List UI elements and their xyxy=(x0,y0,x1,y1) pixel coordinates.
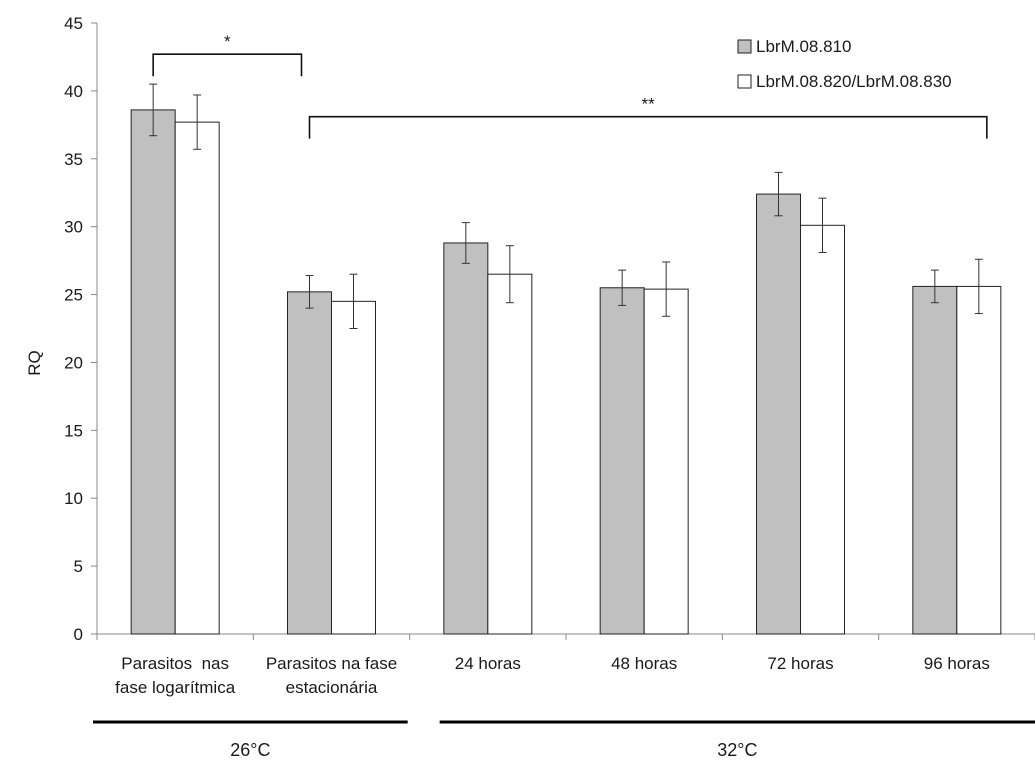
y-tick-label: 15 xyxy=(64,421,83,440)
y-tick-label: 35 xyxy=(64,150,83,169)
significance-label: * xyxy=(224,32,231,51)
bar xyxy=(912,285,958,635)
legend-swatch xyxy=(737,74,752,89)
bar xyxy=(443,242,489,635)
x-tick-label: Parasitos nas fase logarítmica xyxy=(115,654,236,697)
group-label: 26°C xyxy=(230,740,270,760)
bar xyxy=(174,121,220,635)
legend-swatch xyxy=(737,39,752,54)
x-tick-label: 48 horas xyxy=(611,654,677,673)
x-tick-label: 96 horas xyxy=(924,654,990,673)
group-label: 32°C xyxy=(717,740,757,760)
bar xyxy=(643,288,689,635)
x-tick-label: Parasitos na fase estacionária xyxy=(266,654,397,697)
bar xyxy=(800,224,845,635)
bar xyxy=(287,291,332,635)
legend-label: LbrM.08.810 xyxy=(756,37,851,56)
y-tick-label: 0 xyxy=(74,625,83,644)
y-tick-label: 25 xyxy=(64,286,83,305)
y-tick-label: 45 xyxy=(64,14,83,33)
y-tick-label: 10 xyxy=(64,489,83,508)
x-tick-label: 72 horas xyxy=(767,654,833,673)
y-tick-label: 5 xyxy=(74,557,83,576)
y-axis-label: RQ xyxy=(25,350,44,376)
significance-label: ** xyxy=(642,95,656,114)
bar xyxy=(487,273,533,635)
legend-label: LbrM.08.820/LbrM.08.830 xyxy=(756,72,952,91)
x-tick-label: 24 horas xyxy=(455,654,521,673)
bar xyxy=(599,287,645,635)
bar xyxy=(130,109,176,635)
bar xyxy=(956,285,1002,635)
significance-bracket xyxy=(152,53,303,77)
y-tick-label: 40 xyxy=(64,82,83,101)
significance-bracket xyxy=(308,115,988,139)
bar xyxy=(331,300,376,635)
bar xyxy=(756,193,801,635)
y-tick-label: 20 xyxy=(64,353,83,372)
y-tick-label: 30 xyxy=(64,218,83,237)
